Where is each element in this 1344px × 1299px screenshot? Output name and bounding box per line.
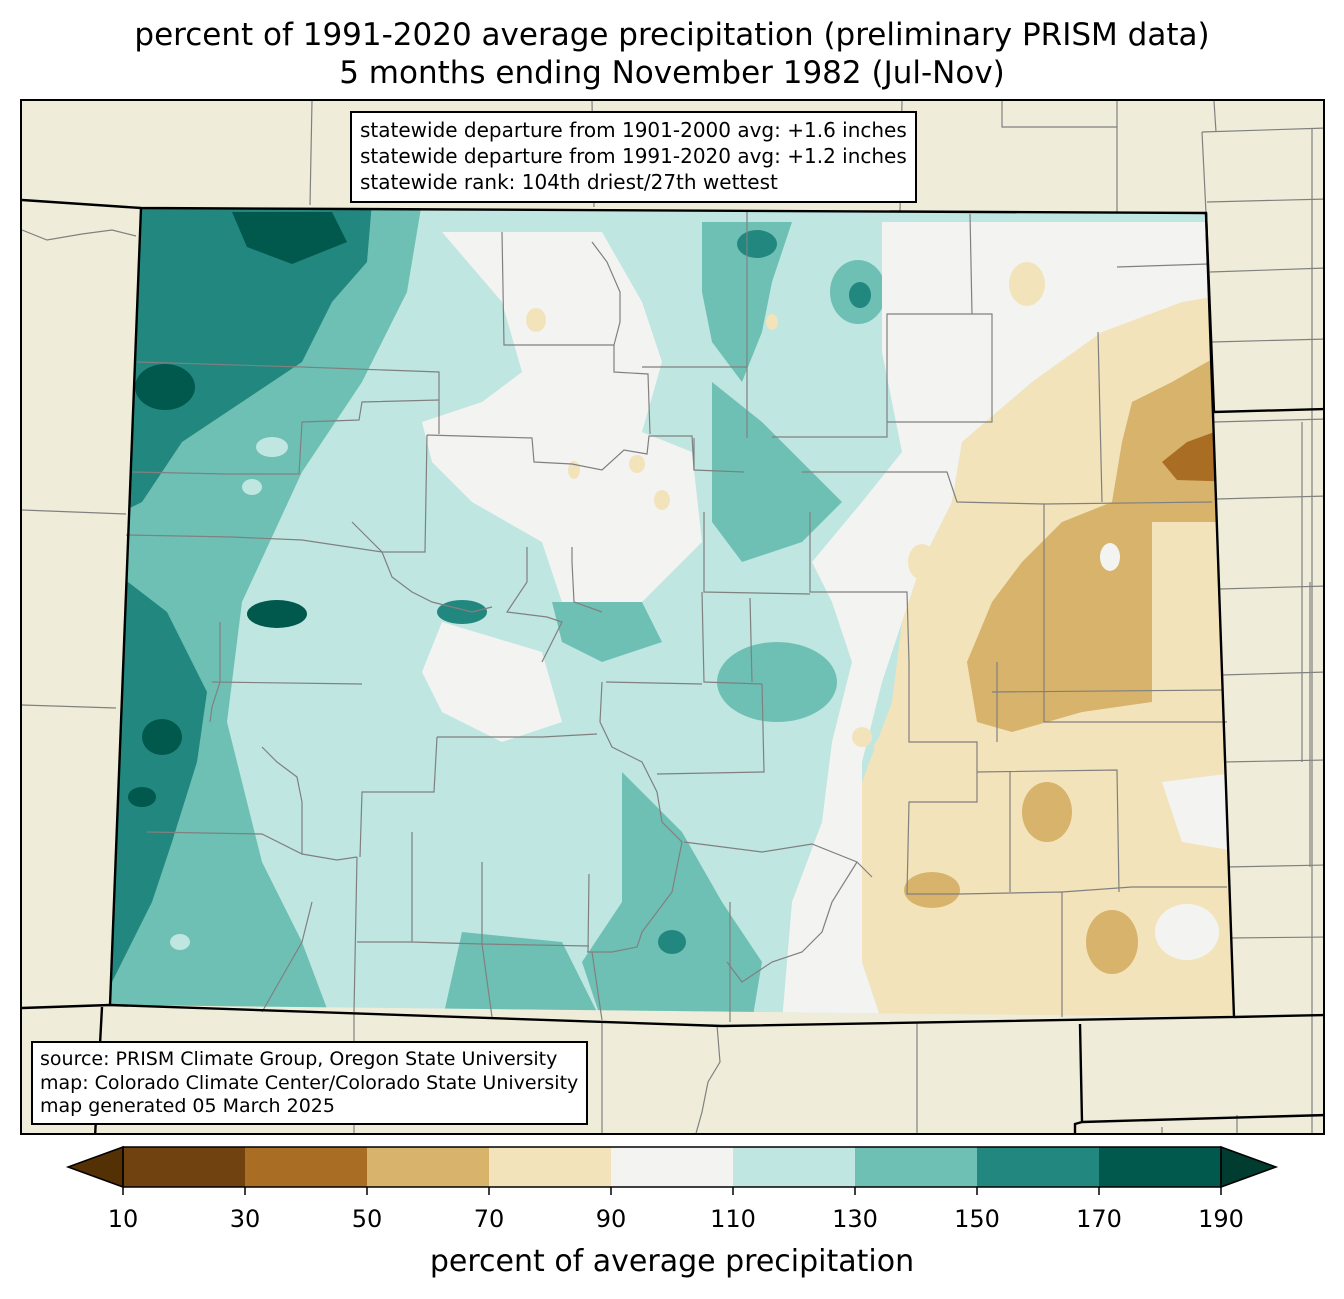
colorbar-bin-10-30 [123, 1147, 246, 1187]
colorbar-bin-170-190 [1099, 1147, 1222, 1187]
colorbar-bin-130-150 [855, 1147, 978, 1187]
departure-1901-2000: statewide departure from 1901-2000 avg: … [360, 118, 907, 142]
colorbar-tick-label: 30 [229, 1205, 261, 1233]
colorado-precip-map [22, 101, 1323, 1133]
colorbar-bin-50-70 [367, 1147, 490, 1187]
colorbar-tick-label: 70 [473, 1205, 505, 1233]
colorbar-label: percent of average precipitation [429, 1244, 915, 1279]
colorbar-tick-label: 50 [351, 1205, 383, 1233]
colorbar [65, 1145, 1279, 1195]
credits-box: source: PRISM Climate Group, Oregon Stat… [31, 1041, 589, 1125]
colorbar-tick-label: 90 [595, 1205, 627, 1233]
county-lines [125, 212, 1227, 1022]
colorbar-tick-label: 190 [1198, 1205, 1244, 1233]
colorbar-bin-150-170 [977, 1147, 1100, 1187]
colorbar-tick-label: 150 [954, 1205, 1000, 1233]
map-title-line-1: percent of 1991-2020 average precipitati… [134, 17, 1210, 53]
source-credit: source: PRISM Climate Group, Oregon Stat… [40, 1048, 558, 1070]
colorbar-bin-70-90 [489, 1147, 612, 1187]
colorbar-tick-label: 10 [107, 1205, 139, 1233]
colorbar-tick-label: 170 [1076, 1205, 1122, 1233]
precip-field [110, 208, 1234, 1017]
statewide-rank: statewide rank: 104th driest/27th wettes… [360, 170, 778, 194]
colorbar-bin-90-110 [611, 1147, 734, 1187]
colorbar-outline [122, 1146, 1222, 1188]
state-borders [22, 198, 1323, 1133]
colorbar-tick-label: 130 [832, 1205, 878, 1233]
statewide-stats-box: statewide departure from 1901-2000 avg: … [350, 111, 917, 203]
map-panel [20, 99, 1325, 1135]
neighbor-county-lines [22, 101, 1323, 1133]
departure-1991-2020: statewide departure from 1991-2020 avg: … [360, 144, 907, 168]
map-title-line-2: 5 months ending November 1982 (Jul-Nov) [339, 55, 1005, 91]
generated-date: map generated 05 March 2025 [40, 1095, 335, 1117]
colorbar-bin-110-130 [733, 1147, 856, 1187]
colorbar-bin-30-50 [245, 1147, 368, 1187]
colorbar-over-arrow [1220, 1145, 1279, 1189]
map-credit: map: Colorado Climate Center/Colorado St… [40, 1071, 579, 1094]
colorbar-tick-label: 110 [710, 1205, 756, 1233]
colorbar-under-arrow [65, 1145, 124, 1189]
